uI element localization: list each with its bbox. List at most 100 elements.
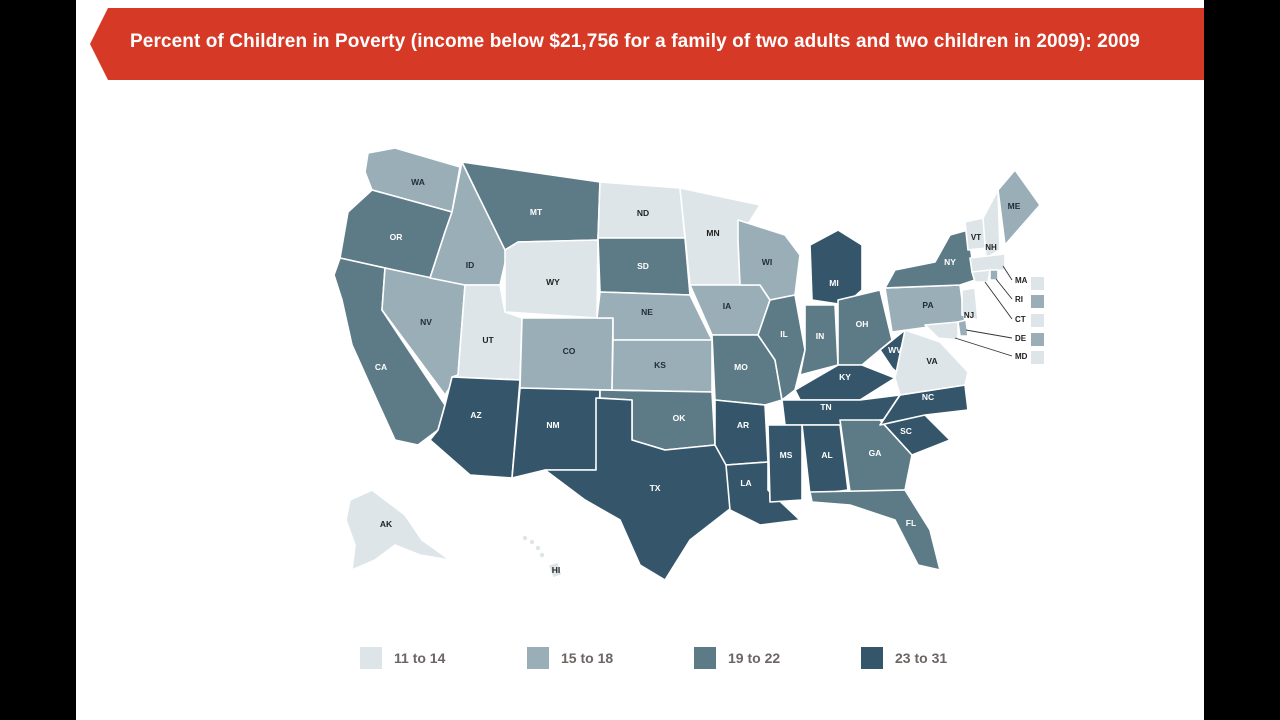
state-label-mo: MO <box>734 362 748 372</box>
state-label-al: AL <box>821 450 832 460</box>
legend-label-2: 15 to 18 <box>561 650 614 666</box>
state-il <box>757 294 806 401</box>
state-ct <box>971 269 991 283</box>
hawaii-island-4 <box>539 552 545 558</box>
state-ma <box>969 253 1006 273</box>
state-label-ky: KY <box>839 372 851 382</box>
state-label-ne: NE <box>641 307 653 317</box>
state-label-il: IL <box>780 329 788 339</box>
hawaii-island-1 <box>522 535 528 541</box>
callout-swatch-ma <box>1031 277 1044 290</box>
title-banner: Percent of Children in Poverty (income b… <box>90 8 1204 80</box>
state-tx <box>544 397 736 581</box>
state-label-id: ID <box>466 260 475 270</box>
callout-line-md <box>954 337 1013 357</box>
state-label-ct: CT <box>1015 315 1026 324</box>
state-in <box>799 304 839 376</box>
state-ne <box>596 291 713 341</box>
state-al <box>801 424 849 496</box>
state-label-de: DE <box>1015 334 1027 343</box>
state-label-ut: UT <box>482 335 494 345</box>
callout-swatch-ct <box>1031 314 1044 327</box>
us-choropleth-map: WA OR CA NV ID MT WY UT AZ CO NM ND SD NE KS OK TX MN IA MO… <box>333 147 1044 581</box>
state-label-ks: KS <box>654 360 666 370</box>
state-de <box>957 319 969 337</box>
legend-item-2: 15 to 18 <box>527 646 613 670</box>
state-label-nj: NJ <box>964 311 974 320</box>
state-label-ok: OK <box>673 413 687 423</box>
state-wy <box>504 239 599 319</box>
state-label-ar: AR <box>737 420 749 430</box>
state-label-fl: FL <box>906 518 916 528</box>
callout-swatch-de <box>1031 333 1044 346</box>
state-ms <box>767 424 803 503</box>
legend-item-4: 23 to 31 <box>861 646 947 670</box>
state-label-hi: HI <box>552 565 561 575</box>
state-label-mt: MT <box>530 207 543 217</box>
state-nh <box>982 189 1001 259</box>
state-label-ga: GA <box>869 448 882 458</box>
legend-label-3: 19 to 22 <box>728 650 781 666</box>
state-label-wy: WY <box>546 277 560 287</box>
hawaii-island-2 <box>529 539 535 545</box>
state-label-az: AZ <box>470 410 481 420</box>
callout-line-ma <box>1002 265 1013 281</box>
state-label-ms: MS <box>780 450 793 460</box>
state-label-co: CO <box>563 346 576 356</box>
state-label-va: VA <box>926 356 937 366</box>
legend-label-1: 11 to 14 <box>394 650 446 666</box>
state-mi <box>809 229 863 306</box>
state-label-ma: MA <box>1015 276 1028 285</box>
state-label-ny: NY <box>944 257 956 267</box>
state-label-vt: VT <box>971 233 981 242</box>
state-nj <box>961 287 979 321</box>
state-label-wv: WV <box>888 345 902 355</box>
state-label-pa: PA <box>922 300 933 310</box>
state-ak <box>345 489 451 571</box>
callout-swatch-md <box>1031 351 1044 364</box>
state-oh <box>837 289 893 366</box>
state-label-nh: NH <box>985 243 997 252</box>
state-la <box>725 461 801 526</box>
state-label-wi: WI <box>762 257 772 267</box>
state-label-sc: SC <box>900 426 912 436</box>
legend-swatch-4 <box>861 647 883 669</box>
state-label-md: MD <box>1015 352 1028 361</box>
state-label-nm: NM <box>546 420 559 430</box>
state-hi <box>547 561 563 579</box>
legend: 11 to 14 15 to 18 19 to 22 23 to 31 <box>360 646 980 672</box>
legend-swatch-3 <box>694 647 716 669</box>
map-title: Percent of Children in Poverty (income b… <box>130 31 1140 52</box>
state-label-oh: OH <box>856 319 869 329</box>
state-label-sd: SD <box>637 261 649 271</box>
state-nm <box>511 387 601 479</box>
state-label-me: ME <box>1008 201 1021 211</box>
state-label-tx: TX <box>650 483 661 493</box>
state-me <box>997 169 1041 246</box>
state-ri <box>989 269 999 281</box>
state-label-ak: AK <box>380 519 393 529</box>
state-fl <box>809 489 941 571</box>
legend-label-4: 23 to 31 <box>895 650 948 666</box>
state-label-mn: MN <box>706 228 719 238</box>
state-label-or: OR <box>390 232 403 242</box>
state-ny <box>884 229 976 289</box>
callout-line-ri <box>995 278 1013 300</box>
state-ar <box>714 399 769 466</box>
legend-swatch-2 <box>527 647 549 669</box>
state-label-mi: MI <box>829 278 838 288</box>
state-label-nc: NC <box>922 392 934 402</box>
state-label-tn: TN <box>820 402 831 412</box>
state-label-nd: ND <box>637 208 649 218</box>
state-label-ia: IA <box>723 301 732 311</box>
state-label-in: IN <box>816 331 825 341</box>
legend-item-3: 19 to 22 <box>694 646 780 670</box>
callout-line-ct <box>984 281 1013 320</box>
state-label-ri: RI <box>1015 295 1023 304</box>
state-ga <box>839 419 913 493</box>
legend-item-1: 11 to 14 <box>360 646 445 670</box>
legend-swatch-1 <box>360 647 382 669</box>
state-label-nv: NV <box>420 317 432 327</box>
state-label-ca: CA <box>375 362 387 372</box>
state-label-la: LA <box>740 478 751 488</box>
